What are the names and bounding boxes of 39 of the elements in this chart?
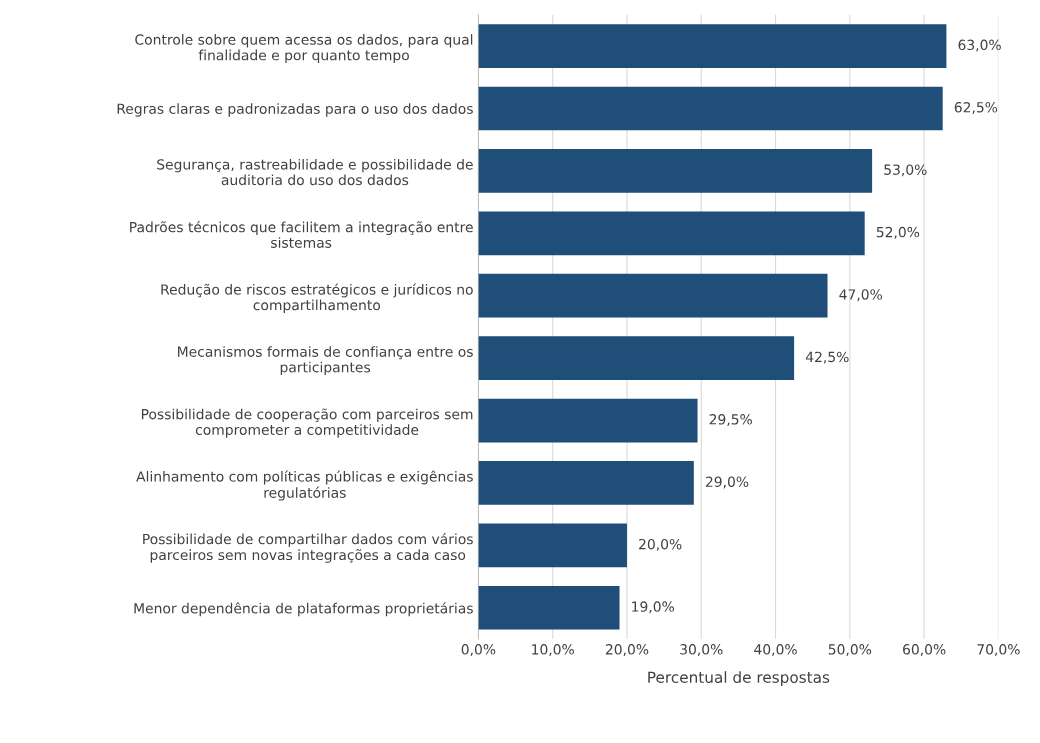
bar: [478, 24, 947, 68]
bar: [478, 523, 627, 568]
data-label: 63,0%: [958, 39, 1001, 52]
bar: [478, 211, 865, 256]
data-label: 29,5%: [709, 414, 753, 426]
data-label: 42,5%: [805, 351, 849, 364]
bar: [478, 336, 795, 380]
data-label: 53,0%: [884, 164, 927, 177]
y-tick-label: Menor dependência de plataformas proprietárias: [134, 602, 473, 617]
y-tick-label: Segurança, rastreabilidade e possibilidade de auditoria do uso dos dados: [157, 158, 473, 186]
bar: [478, 273, 828, 318]
y-tick-label: Redução de riscos estratégicos e jurídicos no compartilhamento: [161, 283, 473, 313]
bar: [478, 149, 873, 193]
bar: [478, 461, 694, 505]
data-label: 19,0%: [632, 601, 675, 614]
x-axis-title: Percentual de respostas: [648, 671, 830, 686]
x-tick-label: 70,0%: [977, 644, 1020, 657]
x-tick-label: 10,0%: [532, 644, 574, 657]
data-label: 62,5%: [954, 102, 998, 114]
x-tick-label: 50,0%: [828, 644, 872, 657]
data-label: 20,0%: [639, 538, 682, 551]
x-tick-label: 20,0%: [605, 644, 649, 657]
y-tick-label: Possibilidade de cooperação com parceiros sem comprometer a competitividade: [141, 408, 473, 438]
x-tick-label: 30,0%: [680, 644, 723, 657]
y-tick-label: Controle sobre quem acessa os dados, para qual finalidade e por quanto tempo: [135, 34, 473, 64]
y-tick-label: Mecanismos formais de confiança entre os participantes: [178, 346, 473, 376]
data-label: 29,0%: [705, 476, 749, 489]
data-label: 47,0%: [839, 289, 883, 302]
y-tick-label: Alinhamento com políticas públicas e exigências regulatórias: [136, 470, 473, 501]
bar: [478, 398, 698, 443]
x-tick-label: 40,0%: [754, 644, 797, 657]
y-tick-label: Regras claras e padronizadas para o uso dos dados: [117, 103, 473, 117]
bar: [478, 585, 620, 630]
x-tick-label: 0,0%: [461, 644, 496, 657]
bar: [478, 86, 943, 131]
y-tick-label: Padrões técnicos que facilitem a integração entre sistemas: [130, 221, 473, 248]
x-tick-label: 60,0%: [903, 644, 946, 657]
y-tick-label: Possibilidade de compartilhar dados com vários parceiros sem novas integrações a cada caso: [143, 532, 473, 563]
data-label: 52,0%: [876, 226, 920, 239]
